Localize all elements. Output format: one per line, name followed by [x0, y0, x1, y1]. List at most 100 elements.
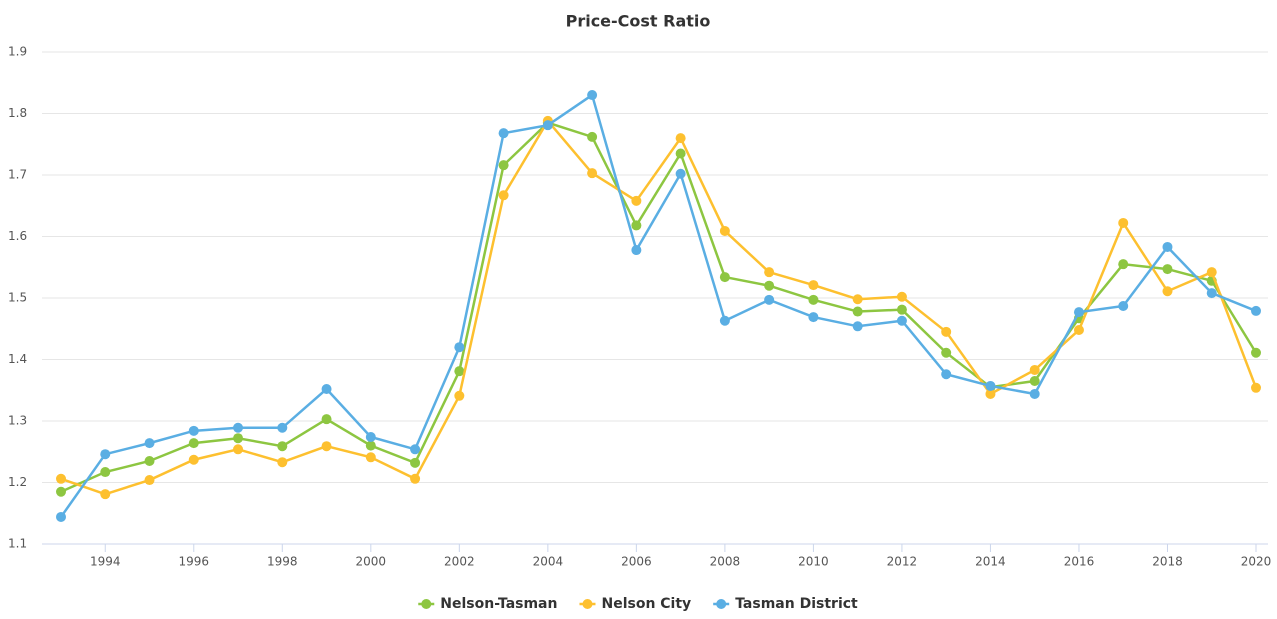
point	[542, 120, 553, 131]
point	[587, 90, 598, 101]
legend-symbol	[716, 599, 727, 609]
point	[498, 128, 509, 139]
y-tick-label: 1.1	[8, 537, 27, 551]
point	[454, 342, 465, 353]
y-tick-label: 1.8	[8, 106, 27, 120]
point	[1029, 364, 1040, 375]
y-tick-label: 1.4	[8, 352, 27, 366]
point	[587, 168, 598, 179]
point	[365, 452, 376, 463]
y-tick-label: 1.2	[8, 475, 27, 489]
point	[1029, 388, 1040, 399]
x-tick-label: 2006	[621, 555, 652, 569]
point	[675, 148, 686, 159]
point	[1162, 241, 1173, 252]
point	[896, 315, 907, 326]
point	[631, 245, 642, 256]
legend-symbol	[421, 599, 432, 609]
x-tick-label: 2008	[710, 555, 741, 569]
x-tick-label: 2014	[975, 555, 1006, 569]
legend: Nelson-Tasman Nelson City Tasman District	[418, 596, 858, 612]
point	[1029, 376, 1040, 387]
point	[321, 384, 332, 395]
point	[941, 347, 952, 358]
point	[233, 444, 244, 455]
point	[321, 414, 332, 425]
point	[498, 190, 509, 201]
point	[587, 131, 598, 142]
point	[852, 321, 863, 332]
point	[454, 366, 465, 377]
point	[941, 369, 952, 380]
point	[321, 441, 332, 452]
point	[277, 422, 288, 433]
legend-item: Nelson-Tasman	[418, 596, 557, 612]
point	[764, 294, 775, 305]
point	[365, 440, 376, 451]
point	[410, 473, 421, 484]
point	[1251, 305, 1261, 316]
point	[1162, 264, 1173, 275]
point	[1251, 347, 1261, 358]
point	[1073, 307, 1084, 318]
point	[941, 326, 952, 337]
x-tick-label: 2004	[533, 555, 564, 569]
point	[808, 294, 819, 305]
x-tick-label: 1998	[267, 555, 298, 569]
point	[410, 444, 421, 455]
point	[719, 315, 730, 326]
point	[277, 457, 288, 468]
x-tick-label: 2002	[444, 555, 475, 569]
point	[1162, 286, 1173, 297]
point	[56, 486, 66, 497]
point	[56, 511, 66, 522]
x-tick-label: 2010	[798, 555, 829, 569]
y-tick-label: 1.3	[8, 414, 27, 428]
point	[852, 294, 863, 305]
point	[675, 133, 686, 144]
legend-item: Nelson City	[579, 596, 691, 612]
point	[144, 455, 155, 466]
x-tick-label: 2016	[1064, 555, 1095, 569]
legend-symbol	[582, 599, 593, 609]
point	[631, 195, 642, 206]
x-tick-label: 2000	[356, 555, 387, 569]
y-tick-label: 1.9	[8, 45, 27, 59]
point	[188, 454, 199, 465]
point	[233, 422, 244, 433]
legend-item: Tasman District	[713, 596, 858, 612]
point	[410, 457, 421, 468]
legend-label: Tasman District	[735, 596, 858, 612]
point	[498, 160, 509, 171]
point	[100, 449, 111, 460]
point	[719, 272, 730, 283]
legend-label: Nelson City	[601, 596, 691, 612]
x-tick-label: 2018	[1152, 555, 1183, 569]
point	[985, 388, 996, 399]
point	[719, 225, 730, 236]
point	[808, 312, 819, 323]
x-tick-label: 1996	[179, 555, 210, 569]
point	[1118, 259, 1129, 270]
y-tick-label: 1.6	[8, 229, 27, 243]
x-tick-label: 2020	[1241, 555, 1272, 569]
series-line	[59, 93, 1257, 518]
point	[764, 267, 775, 278]
point	[233, 433, 244, 444]
point	[675, 168, 686, 179]
x-tick-label: 1994	[90, 555, 121, 569]
point	[188, 425, 199, 436]
point	[1118, 300, 1129, 311]
point	[100, 467, 111, 478]
chart-title: Price-Cost Ratio	[566, 12, 711, 31]
point	[631, 220, 642, 231]
point	[144, 438, 155, 449]
point	[1251, 382, 1261, 393]
point	[144, 475, 155, 486]
y-tick-label: 1.7	[8, 168, 27, 182]
point	[1118, 217, 1129, 228]
point	[365, 431, 376, 442]
point	[896, 291, 907, 302]
point	[188, 438, 199, 449]
